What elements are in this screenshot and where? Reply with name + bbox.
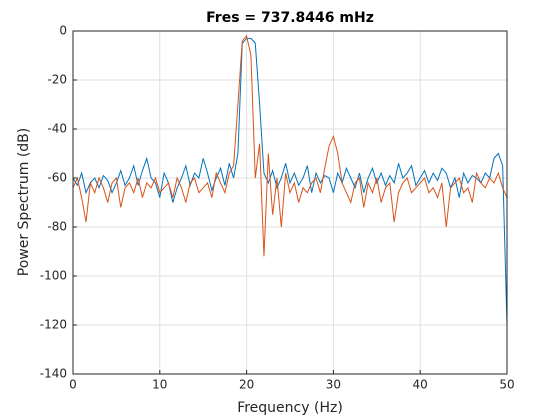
y-tick-label: 0 — [59, 24, 67, 38]
x-tick-label: 30 — [326, 378, 341, 392]
y-axis-label: Power Spectrum (dB) — [16, 128, 32, 276]
y-tick-label: -100 — [40, 269, 67, 283]
x-tick-label: 10 — [152, 378, 167, 392]
x-tick-label: 50 — [499, 378, 514, 392]
chart-title: Fres = 737.8446 mHz — [206, 10, 374, 26]
series-line — [72, 34, 508, 257]
y-tick-label: -20 — [47, 73, 67, 87]
y-tick-label: -60 — [47, 171, 67, 185]
y-tick-label: -80 — [47, 220, 67, 234]
plot-area — [73, 31, 507, 374]
series-line — [72, 37, 508, 326]
y-tick-label: -40 — [47, 122, 67, 136]
y-tick-label: -140 — [40, 367, 67, 381]
x-tick-label: 20 — [239, 378, 254, 392]
axes-box — [72, 30, 508, 375]
x-tick-label: 0 — [69, 378, 77, 392]
x-tick-label: 40 — [413, 378, 428, 392]
y-tick-label: -120 — [40, 318, 67, 332]
x-axis-label: Frequency (Hz) — [237, 400, 343, 416]
